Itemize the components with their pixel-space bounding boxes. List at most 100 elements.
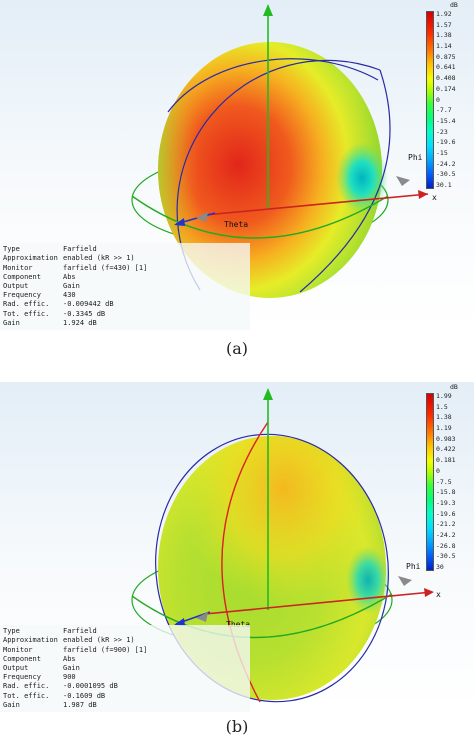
legend-tick-label: 1.14	[436, 42, 452, 51]
legend-tick-label: 1.38	[436, 31, 452, 40]
info-value: -0.0001095 dB	[63, 682, 118, 691]
x-axis-arrow-icon	[424, 588, 434, 597]
info-row: Tot. effic. -0.3345 dB	[3, 310, 247, 319]
color-scale-bar	[426, 393, 434, 571]
caption-b: (b)	[225, 717, 249, 736]
legend-tick-label: -24.2	[436, 159, 456, 168]
legend-tick-label: 0.875	[436, 52, 456, 61]
info-key: Approximation	[3, 254, 58, 263]
legend-tick-label: 1.92	[436, 10, 452, 18]
legend-tick-label: -7.5	[436, 477, 452, 486]
legend-unit: dB	[450, 1, 458, 9]
info-value: enabled (kR >> 1)	[63, 254, 135, 263]
info-row: Gain 1.924 dB	[3, 319, 247, 328]
y-axis-arrow-icon	[174, 218, 185, 226]
info-value: Farfield	[63, 245, 97, 254]
color-scale-legend-b: dB 1.99 1.5 1.38 1.19 0.983 0.422 0.181 0 -7.5 -1…	[424, 383, 472, 573]
legend-ticks: 1.92 1.57 1.38 1.14 0.875 0.641 0.408 0.174 0 -7.…	[436, 11, 472, 189]
info-value: Farfield	[63, 627, 97, 636]
caption-a: (a)	[225, 339, 249, 358]
legend-tick-label: -24.2	[436, 530, 456, 539]
info-row: Gain 1.987 dB	[3, 701, 247, 710]
legend-tick-label: -7.7	[436, 106, 452, 115]
phi-arc	[155, 433, 389, 703]
info-value: 1.924 dB	[63, 318, 97, 327]
legend-tick-label: 30	[436, 563, 444, 571]
legend-tick-label: 1.99	[436, 392, 452, 400]
info-key: Frequency	[3, 291, 41, 300]
null-region	[346, 546, 390, 614]
info-value: Abs	[63, 272, 76, 281]
phi-label: Phi	[408, 153, 423, 162]
x-axis	[204, 193, 429, 216]
legend-tick-label: 1.38	[436, 413, 452, 422]
info-key: Type	[3, 245, 20, 254]
info-value: Gain	[63, 281, 80, 290]
theta-arc-front	[131, 593, 393, 639]
info-row: Component Abs	[3, 273, 247, 282]
info-row: Approximation enabled (kR >> 1)	[3, 254, 247, 263]
x-axis-label: x	[432, 193, 437, 202]
legend-tick-label: 0.641	[436, 63, 456, 72]
farfield-3d-scene-a	[131, 4, 429, 298]
legend-tick-label: 0	[436, 95, 440, 104]
info-key: Component	[3, 654, 41, 663]
info-key: Monitor	[3, 263, 33, 272]
legend-tick-label: 30.1	[436, 181, 452, 189]
legend-tick-label: 1.19	[436, 424, 452, 433]
info-key: Frequency	[3, 673, 41, 682]
info-key: Approximation	[3, 636, 58, 645]
farfield-info-box-b: Type Farfield Approximation enabled (kR >> …	[0, 625, 250, 712]
legend-ticks: 1.99 1.5 1.38 1.19 0.983 0.422 0.181 0 -7.5 -15.8…	[436, 393, 472, 571]
info-row: Monitor farfield (f=430) [1]	[3, 264, 247, 273]
info-key: Tot. effic.	[3, 691, 50, 700]
info-value: 1.987 dB	[63, 700, 97, 709]
info-key: Rad. effic.	[3, 682, 50, 691]
farfield-info-box-a: Type Farfield Approximation enabled (kR >> …	[0, 243, 250, 330]
theta-arc-front	[131, 195, 389, 239]
info-value: enabled (kR >> 1)	[63, 636, 135, 645]
phi-arc	[176, 59, 381, 291]
theta-label: Theta	[226, 620, 250, 629]
legend-tick-label: 0.983	[436, 434, 456, 443]
info-value: -0.1609 dB	[63, 691, 106, 700]
info-key: Gain	[3, 700, 20, 709]
legend-tick-label: 0	[436, 466, 440, 475]
info-value: Gain	[63, 663, 80, 672]
theta-arrow-icon	[196, 612, 208, 622]
legend-tick-label: -30.5	[436, 170, 456, 179]
info-value: 430	[63, 291, 76, 300]
theta-label: Theta	[224, 220, 249, 229]
legend-tick-label: -19.6	[436, 138, 456, 147]
legend-tick-label: -26.8	[436, 541, 456, 550]
phi-arrow-icon	[398, 576, 412, 586]
info-key: Output	[3, 281, 29, 290]
null-region	[336, 142, 388, 214]
info-value: -0.009442 dB	[63, 300, 114, 309]
info-row: Tot. effic. -0.1609 dB	[3, 692, 247, 701]
info-key: Monitor	[3, 645, 33, 654]
color-scale-bar	[426, 11, 434, 189]
color-scale-legend-a: dB 1.92 1.57 1.38 1.14 0.875 0.641 0.408 0.174 0…	[424, 1, 472, 191]
legend-tick-label: -15.8	[436, 488, 456, 497]
legend-tick-label: -15	[436, 148, 448, 157]
y-axis-arrow-icon	[174, 618, 185, 626]
theta-arrow-icon	[196, 212, 208, 222]
info-value: -0.3345 dB	[63, 309, 106, 318]
info-row: Rad. effic. -0.0001095 dB	[3, 682, 247, 691]
phi-arc-upper	[167, 58, 379, 113]
info-row: Output Gain	[3, 664, 247, 673]
legend-tick-label: -23	[436, 127, 448, 136]
legend-tick-label: -30.5	[436, 552, 456, 561]
legend-tick-label: -19.3	[436, 498, 456, 507]
info-row: Approximation enabled (kR >> 1)	[3, 636, 247, 645]
info-row: Frequency 430	[3, 291, 247, 300]
phi-label: Phi	[406, 562, 421, 571]
legend-tick-label: 1.5	[436, 402, 448, 411]
info-row: Monitor farfield (f=900) [1]	[3, 646, 247, 655]
x-axis	[204, 591, 433, 615]
phi-arrow-icon	[396, 176, 410, 186]
info-row: Rad. effic. -0.009442 dB	[3, 300, 247, 309]
info-key: Component	[3, 272, 41, 281]
x-axis-label: x	[436, 590, 441, 599]
